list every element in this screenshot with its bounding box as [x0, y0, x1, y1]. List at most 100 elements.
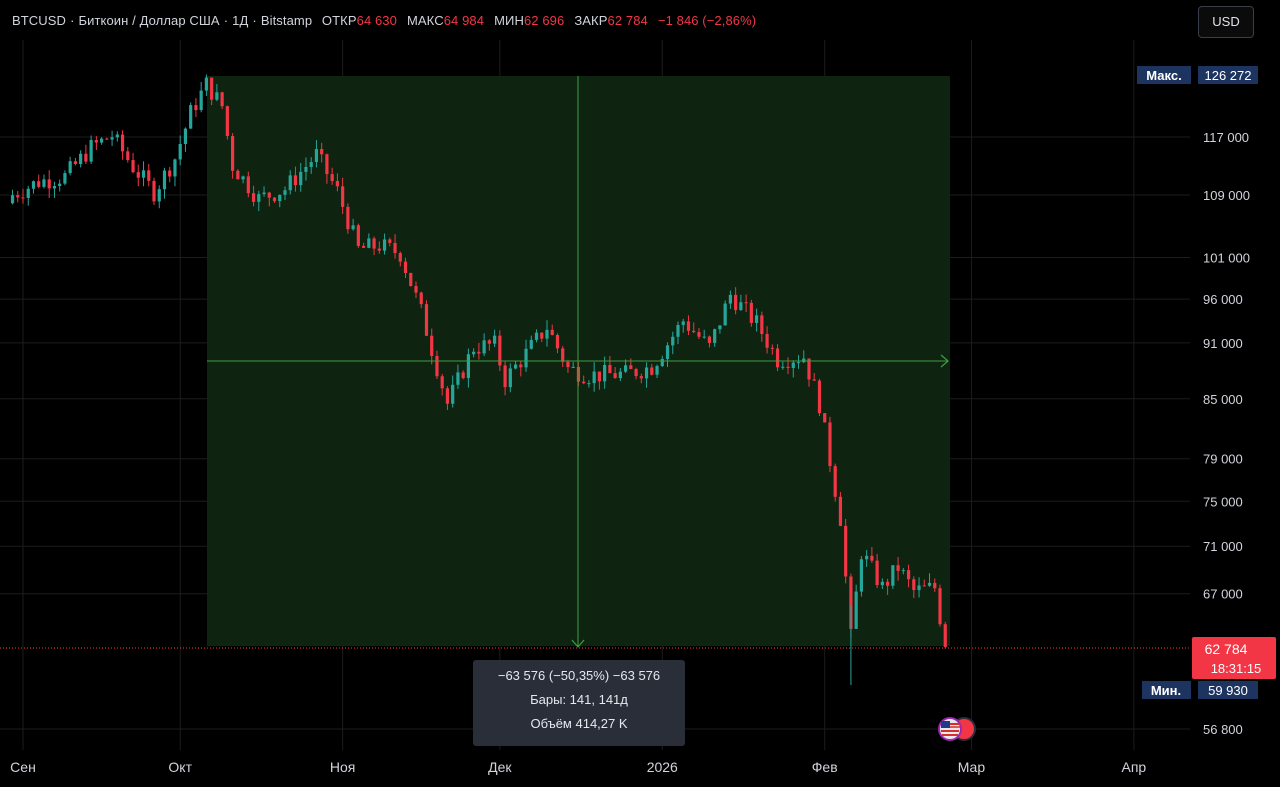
price-axis: 56 800 67 000 71 000 75 000 79 000 85 000 91 0… — [1203, 130, 1250, 737]
candle-body — [335, 181, 339, 187]
candle-body — [550, 329, 554, 336]
us-flag-event-icon[interactable] — [936, 716, 978, 742]
x-tick-label: Фев — [812, 759, 838, 775]
candle-body — [734, 294, 738, 311]
candle-body — [21, 197, 25, 199]
candle-body — [524, 348, 528, 368]
interval[interactable]: 1Д — [232, 13, 249, 28]
candle-body — [356, 225, 360, 246]
max-price-label: Макс. 126 272 — [1137, 66, 1258, 84]
candle-body — [325, 154, 329, 175]
candle-body — [870, 555, 874, 561]
candle-body — [372, 238, 376, 249]
max-label-text: Макс. — [1146, 68, 1181, 83]
candle-body — [859, 559, 863, 592]
y-tick-label: 67 000 — [1203, 587, 1243, 602]
candles — [10, 74, 947, 686]
candle-body — [183, 128, 188, 144]
min-price-label: Мин. 59 930 — [1142, 681, 1258, 699]
x-tick-label: Апр — [1122, 759, 1147, 775]
candle-body — [299, 171, 303, 186]
candle-body — [922, 585, 926, 587]
candle-body — [571, 366, 575, 368]
candle-body — [498, 335, 502, 366]
candle-body — [215, 92, 219, 100]
candle-body — [503, 365, 507, 388]
candle-body — [702, 336, 706, 338]
measure-arrowhead-right — [940, 354, 949, 368]
last-price-badge: 62 784 18:31:15 — [1192, 637, 1276, 679]
y-tick-label: 56 800 — [1203, 722, 1243, 737]
candle-body — [545, 329, 549, 339]
candle-body — [309, 162, 313, 167]
candle-body — [786, 366, 790, 368]
currency-button[interactable]: USD — [1198, 6, 1254, 38]
candle-body — [865, 555, 869, 560]
candle-body — [796, 362, 801, 364]
low-value: 62 696 — [523, 13, 565, 28]
candle-body — [744, 302, 748, 304]
candle-body — [587, 383, 591, 385]
y-tick-label: 91 000 — [1203, 336, 1243, 351]
symbol[interactable]: BTCUSD — [12, 13, 67, 28]
candle-body — [231, 136, 235, 171]
candle-body — [838, 496, 843, 526]
candle-body — [933, 582, 937, 589]
min-label-text: Мин. — [1151, 683, 1181, 698]
countdown-text: 18:31:15 — [1211, 661, 1262, 676]
candle-body — [707, 336, 712, 343]
candle-body — [89, 140, 93, 162]
measure-change: −63 576 (−50,35%) −63 576 — [497, 668, 661, 683]
candle-body — [655, 366, 659, 375]
candle-body — [115, 134, 119, 138]
candle-body — [382, 239, 387, 251]
candle-body — [760, 315, 764, 334]
candle-body — [896, 565, 900, 571]
candle-body — [194, 105, 198, 111]
x-tick-label: 2026 — [647, 759, 678, 775]
open-label: ОТКР — [321, 13, 357, 28]
candle-body — [650, 367, 654, 375]
candle-body — [791, 362, 795, 368]
candle-body — [210, 77, 214, 100]
candle-body — [891, 565, 895, 586]
candle-body — [220, 92, 224, 107]
candle-body — [639, 376, 643, 379]
candle-body — [362, 245, 366, 248]
candle-body — [110, 137, 114, 140]
candle-body — [293, 175, 298, 186]
candle-body — [79, 153, 83, 164]
candle-body — [508, 368, 512, 388]
candle-body — [131, 160, 135, 173]
candle-body — [100, 138, 104, 143]
candle-body — [775, 348, 780, 368]
candle-body — [37, 181, 41, 187]
candle-body — [31, 181, 36, 189]
candle-body — [430, 335, 434, 356]
candle-body — [749, 302, 753, 323]
low-label: МИН — [494, 13, 524, 28]
candle-body — [278, 194, 282, 202]
candle-body — [597, 371, 601, 382]
candle-body — [52, 185, 57, 189]
candle-body — [555, 335, 560, 349]
candle-body — [513, 364, 518, 369]
candle-body — [823, 413, 827, 423]
candle-body — [519, 364, 523, 368]
candle-body — [472, 351, 476, 355]
candle-body — [603, 364, 607, 382]
candle-body — [241, 176, 245, 180]
high-value: 64 984 — [443, 13, 485, 28]
candle-body — [58, 183, 62, 186]
candle-body — [314, 149, 319, 163]
candle-body — [424, 304, 429, 336]
candle-body — [676, 324, 680, 337]
high-label: МАКС — [406, 13, 444, 28]
x-tick-label: Ноя — [330, 759, 355, 775]
candle-body — [419, 292, 423, 305]
candle-body — [540, 332, 544, 339]
candle-body — [901, 570, 905, 572]
y-tick-label: 109 000 — [1203, 188, 1250, 203]
candle-body — [451, 384, 455, 404]
